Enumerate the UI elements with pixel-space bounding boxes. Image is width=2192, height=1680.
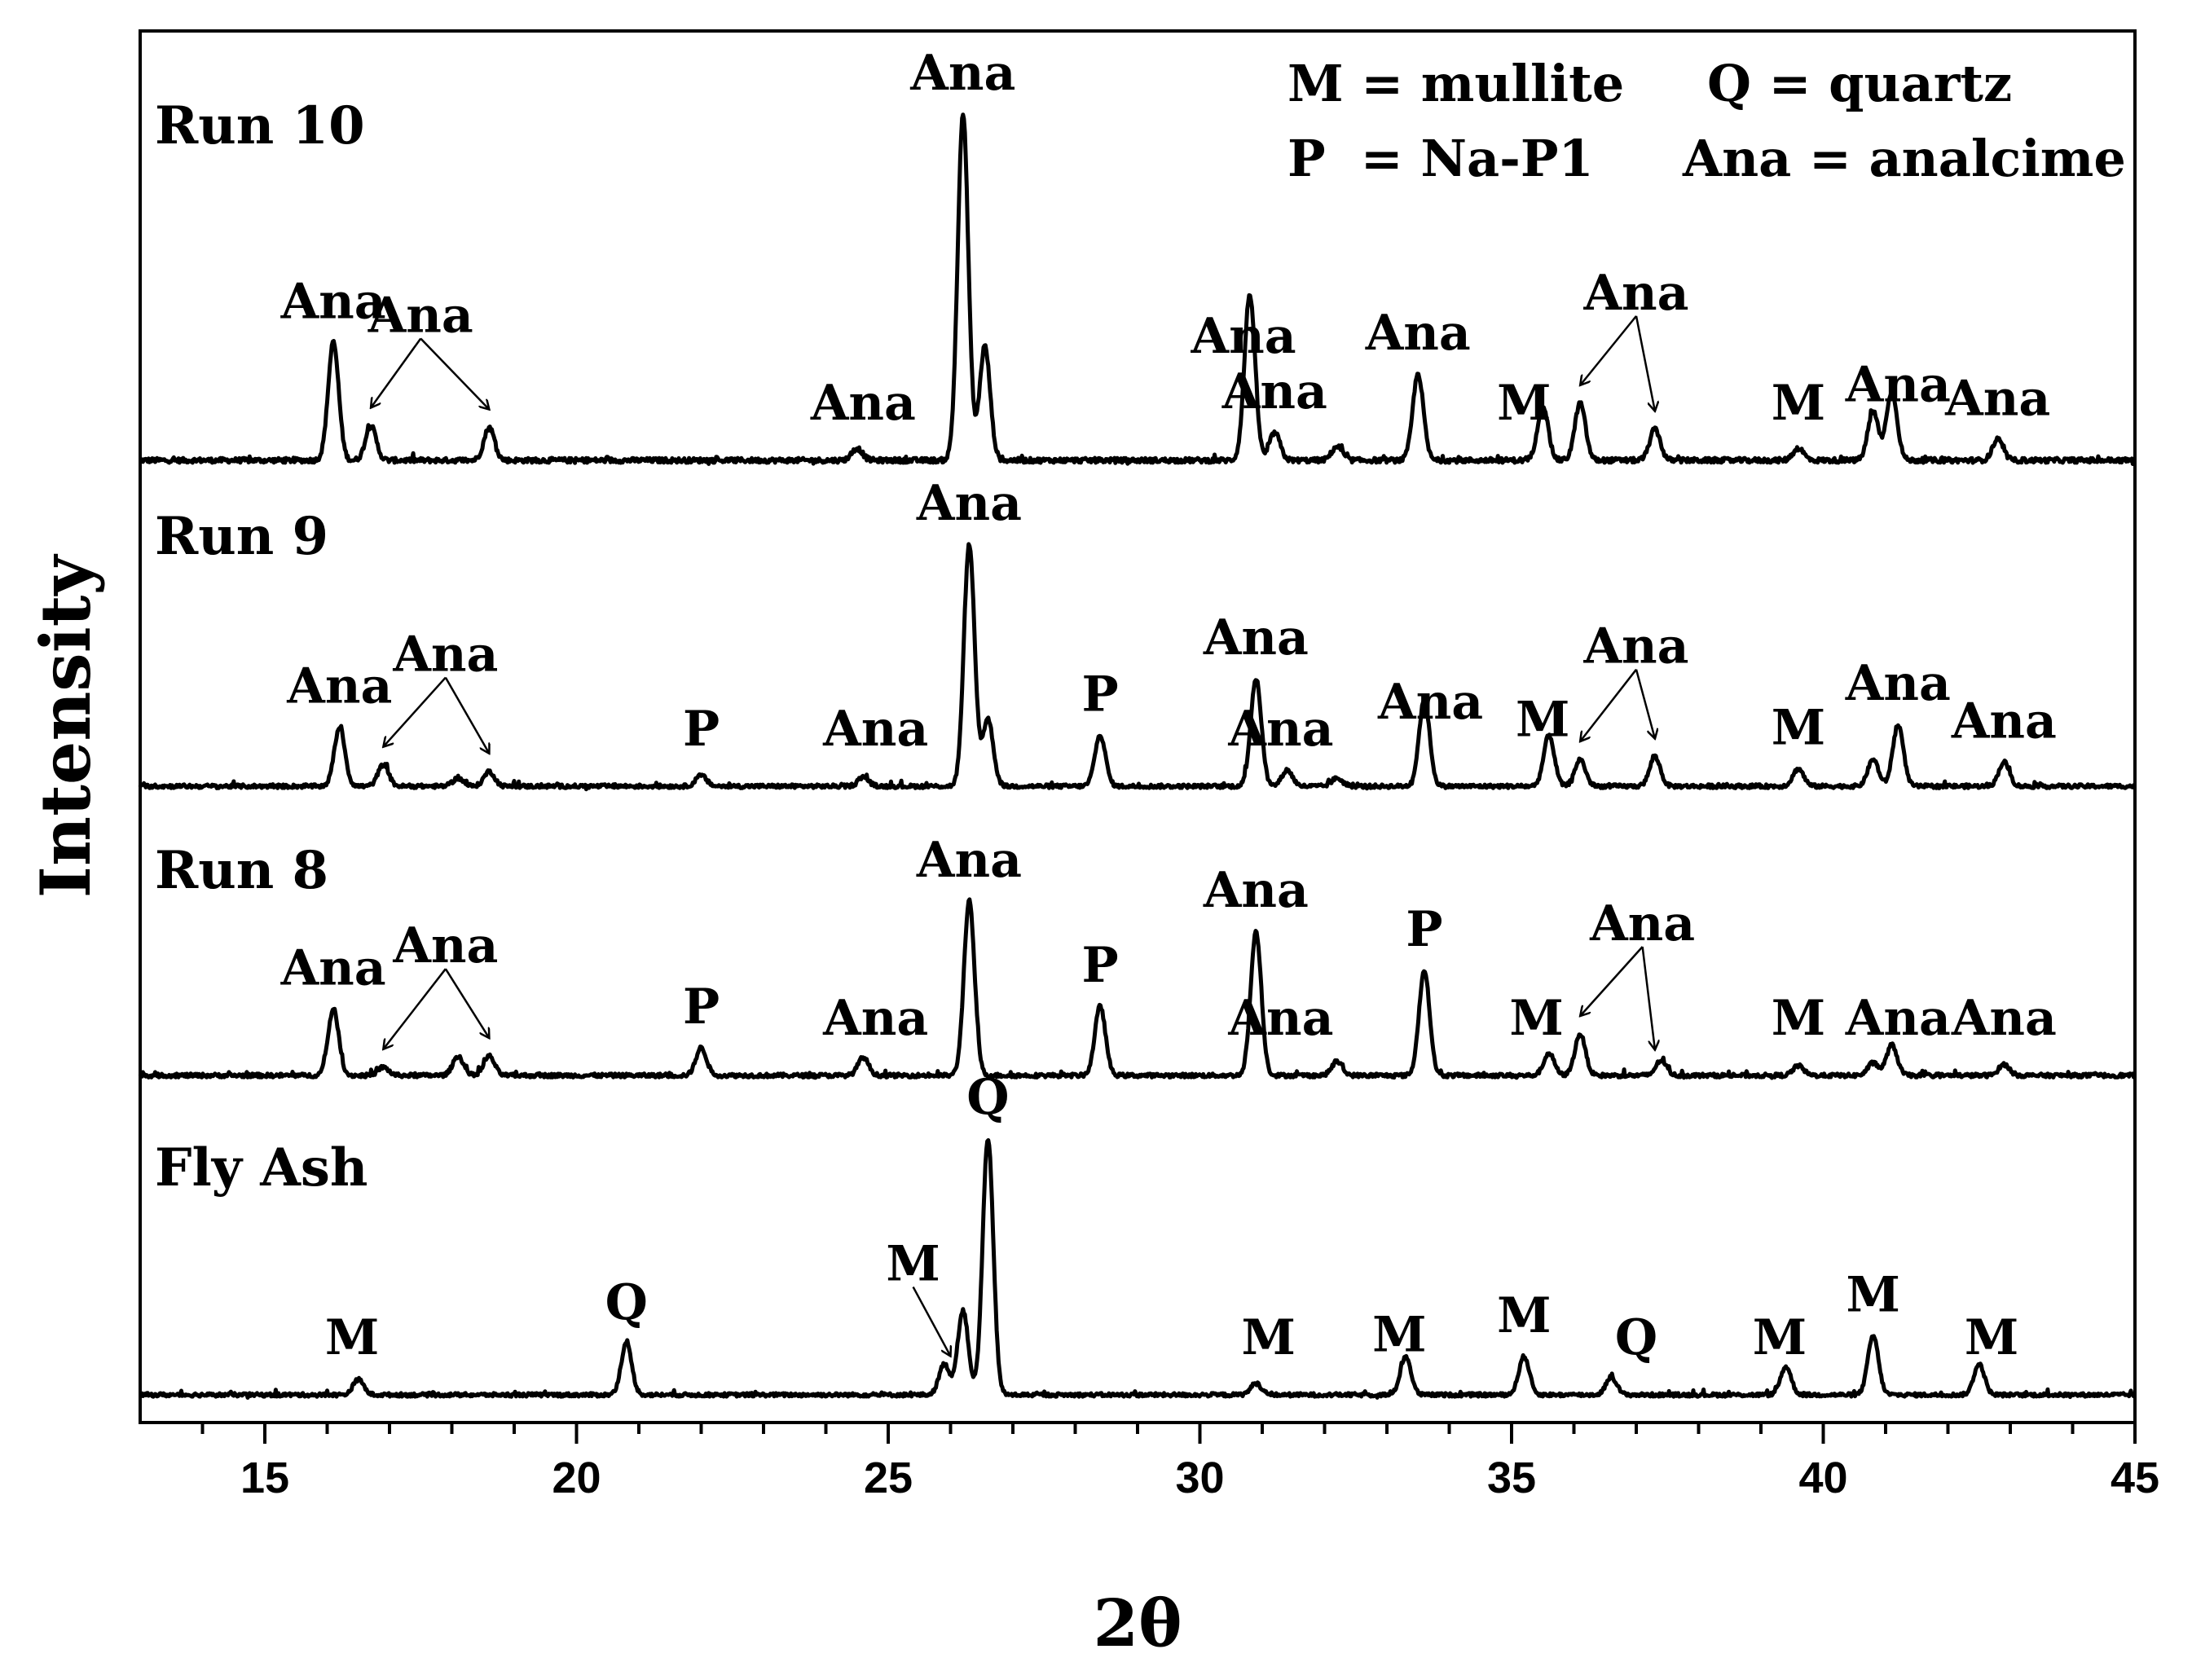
peak-label: Q (605, 1274, 648, 1331)
peak-label: Ana (286, 657, 392, 715)
x-axis: 15 20 25 30 35 40 45 (200, 1423, 2159, 1502)
peak-label: Ana (280, 274, 386, 331)
peak-label: M (1753, 1309, 1807, 1366)
traces-layer (138, 112, 2137, 1400)
x-tick-label: 25 (864, 1454, 913, 1502)
peak-arrow (1580, 668, 1637, 741)
x-axis-title: 2θ (1093, 1585, 1182, 1661)
peak-label: M (1497, 1287, 1551, 1344)
trace-label: Run 10 (155, 95, 365, 156)
peak-label: Ana (1221, 363, 1327, 420)
x-tick-label: 35 (1487, 1454, 1536, 1502)
peak-arrow (1580, 315, 1637, 385)
peak-label: M (1772, 990, 1825, 1047)
peak-arrow (912, 1286, 951, 1357)
peak-label: Ana (368, 288, 473, 345)
peak-arrow (444, 676, 490, 754)
trace-run-9 (138, 542, 2137, 792)
peak-label: Ana (1191, 308, 1296, 365)
peak-label: Ana (1845, 356, 1951, 413)
peak-label: M (886, 1236, 940, 1293)
peak-label: Ana (1227, 701, 1333, 758)
peak-label: M (1372, 1306, 1426, 1363)
peak-label: M (1965, 1309, 2018, 1366)
x-tick-label: 45 (2111, 1454, 2159, 1502)
legend-entry-mullite: M = mullite (1287, 54, 1624, 113)
peak-label: Ana (1582, 618, 1688, 675)
peak-label: Ana (822, 990, 928, 1047)
x-tick-label: 30 (1175, 1454, 1224, 1502)
peak-arrow (371, 337, 422, 408)
peak-label: Ana (916, 832, 1022, 889)
peak-label: Ana (1589, 895, 1695, 952)
peak-label: Ana (916, 475, 1022, 532)
trace-label: Run 8 (155, 840, 328, 901)
peak-label: M (1241, 1309, 1295, 1366)
legend-entry-analcime: Ana = analcime (1682, 129, 2126, 188)
peak-arrow (1635, 669, 1655, 739)
legend-entry-na-p1: P = Na-P1 (1287, 129, 1594, 188)
peak-label: Ana (392, 917, 498, 974)
peak-label: Ana (1951, 693, 2057, 750)
peak-label: Ana (909, 45, 1015, 102)
peak-label: Ana (1845, 990, 1951, 1047)
plot-frame (139, 29, 2137, 1424)
peak-label: M (325, 1309, 379, 1366)
peak-label: Ana (1365, 305, 1471, 362)
peak-label: P (1082, 666, 1119, 723)
peak-label: Ana (1845, 655, 1951, 712)
trace-label: Fly Ash (155, 1137, 368, 1198)
peak-label: Ana (1203, 862, 1309, 919)
x-tick-label: 15 (240, 1454, 289, 1502)
peak-label: Ana (1203, 609, 1309, 666)
peak-label: Ana (1227, 990, 1333, 1047)
trace-label: Run 9 (155, 506, 328, 567)
x-tick-label: 20 (552, 1454, 601, 1502)
peak-label: Q (966, 1069, 1009, 1126)
trace-run-10 (139, 112, 2137, 466)
peak-label: Ana (280, 939, 386, 996)
peak-label: Ana (392, 627, 498, 684)
peak-label: P (1406, 901, 1442, 958)
peak-arrow (383, 968, 447, 1049)
peak-label: P (1082, 937, 1119, 994)
peak-label: Ana (822, 701, 928, 758)
peak-arrow (420, 337, 489, 410)
peak-label: Ana (810, 375, 916, 432)
peak-label: M (1509, 990, 1563, 1047)
peak-label: M (1516, 692, 1569, 749)
peak-arrow (1580, 946, 1644, 1016)
peak-label: M (1772, 700, 1825, 757)
peak-label: P (683, 701, 720, 758)
legend-entry-quartz: Q = quartz (1707, 54, 2012, 113)
peak-arrow (444, 968, 490, 1038)
peak-label: Ana (1582, 265, 1688, 322)
peak-label: M (1497, 375, 1551, 432)
peak-label: P (683, 979, 720, 1036)
peak-label: Ana (1944, 371, 2050, 428)
peak-arrow (383, 676, 447, 747)
trace-fly-ash (139, 1138, 2137, 1400)
peak-label: Ana (1951, 990, 2057, 1047)
peak-label: M (1772, 375, 1825, 432)
peak-label: Q (1615, 1309, 1657, 1366)
peak-label: M (1846, 1267, 1899, 1324)
peak-arrow (1635, 315, 1655, 411)
peak-label: Ana (1377, 674, 1483, 731)
peak-arrow (1641, 946, 1655, 1050)
y-axis-title: Intensity (25, 554, 106, 899)
x-tick-label: 40 (1798, 1454, 1847, 1502)
trace-run-8 (138, 897, 2136, 1080)
